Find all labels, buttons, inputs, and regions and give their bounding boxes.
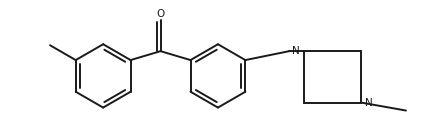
- Text: O: O: [156, 8, 165, 18]
- Text: N: N: [365, 98, 373, 108]
- Text: N: N: [292, 46, 300, 56]
